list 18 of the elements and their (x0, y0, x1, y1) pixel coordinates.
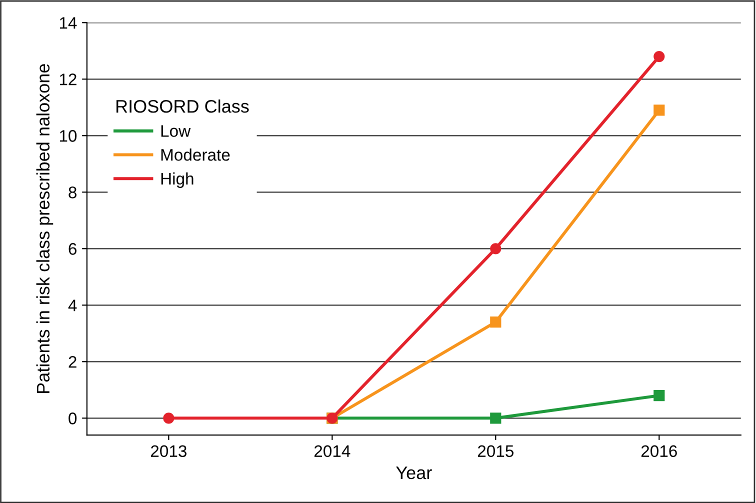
legend-label: Moderate (161, 148, 230, 161)
y-tick-label: 2 (68, 356, 76, 368)
y-tick-label: 4 (68, 300, 77, 312)
x-tick-label: 2014 (314, 445, 350, 458)
y-axis-title: Patients in risk class prescribed naloxone (36, 64, 54, 393)
x-axis-title: Year (396, 466, 432, 480)
legend-label: High (161, 172, 194, 188)
x-tick-label: 2015 (478, 445, 514, 458)
x-tick-label: 2013 (150, 445, 186, 458)
y-tick-label: 10 (60, 130, 77, 142)
y-tick-label: 14 (60, 17, 77, 29)
y-tick-label: 12 (60, 74, 76, 86)
legend-label: Low (161, 125, 191, 137)
legend-title: RIOSORD Class (116, 100, 249, 113)
y-tick-label: 0 (68, 412, 77, 424)
y-tick-label: 8 (68, 186, 76, 198)
y-tick-label: 6 (68, 243, 76, 255)
x-tick-label: 2016 (641, 445, 677, 458)
